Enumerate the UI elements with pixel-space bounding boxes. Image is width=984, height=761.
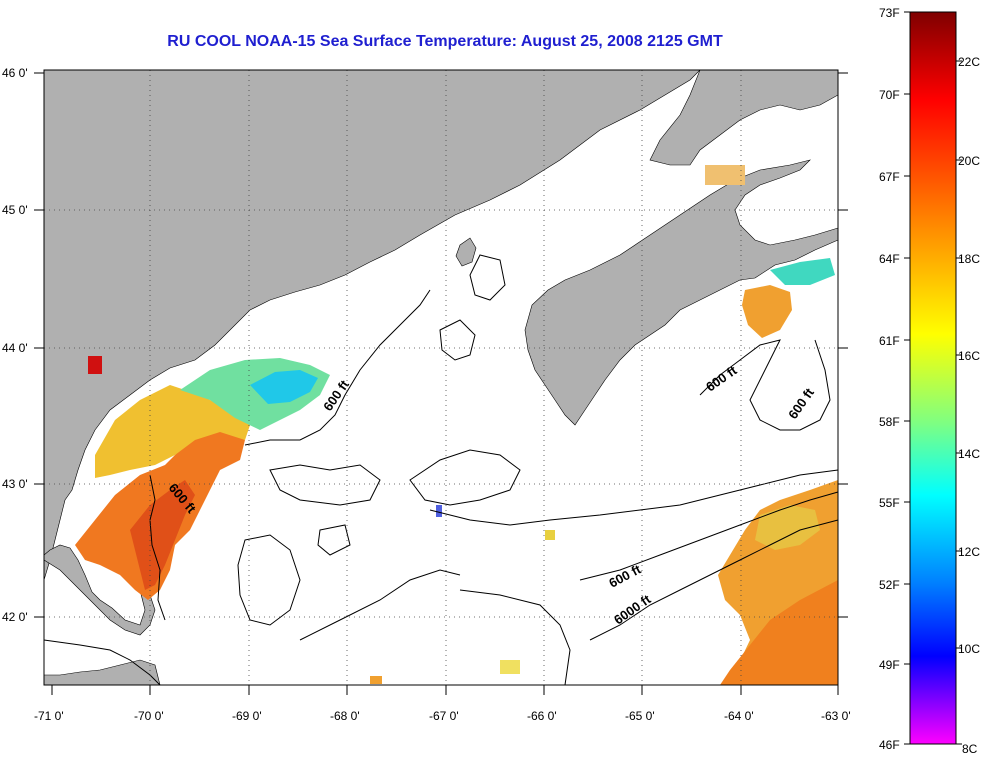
lon-label-70: -70 0' [134,709,164,723]
land-grand-manan [455,237,477,267]
lon-label-66: -66 0' [527,709,557,723]
lon-label-65: -65 0' [625,709,655,723]
axis-ticks [34,72,848,695]
lat-label-46: 46 0' [2,66,28,80]
lat-label-42: 42 0' [2,610,28,624]
cbar-f-58: 58F [879,415,900,429]
lon-label-68: -68 0' [330,709,360,723]
map-frame [43,69,839,686]
cbar-c-16: 16C [958,349,980,363]
lon-label-69: -69 0' [232,709,262,723]
land-maine-coast [43,69,701,581]
cbar-f-67: 67F [879,170,900,184]
cbar-c-14: 14C [958,447,980,461]
cbar-f-70: 70F [879,88,900,102]
lat-label-44: 44 0' [2,341,28,355]
sst-patches [75,165,838,685]
land-new-brunswick [649,69,839,166]
cbar-f-64: 64F [879,252,900,266]
lat-label-45: 45 0' [2,203,28,217]
cbar-f-52: 52F [879,578,900,592]
cbar-c-22: 22C [958,55,980,69]
lon-label-67: -67 0' [429,709,459,723]
land-cape-cod [43,544,161,686]
lat-label-43: 43 0' [2,477,28,491]
land-nova-scotia [524,159,839,426]
cbar-f-46: 46F [879,738,900,752]
lon-label-63: -63 0' [821,709,851,723]
cbar-f-73: 73F [879,6,900,20]
lon-label-71: -71 0' [34,709,64,723]
bathymetry-contours [43,254,839,686]
cbar-f-61: 61F [879,334,900,348]
map-title: RU COOL NOAA-15 Sea Surface Temperature:… [167,33,723,50]
cbar-c-8: 8C [962,742,978,756]
cbar-f-49: 49F [879,658,900,672]
colorbar-gradient [909,11,957,745]
cbar-c-12: 12C [958,545,980,559]
cbar-f-55: 55F [879,496,900,510]
lon-label-64: -64 0' [724,709,754,723]
cbar-c-18: 18C [958,252,980,266]
cbar-c-20: 20C [958,154,980,168]
cbar-c-10: 10C [958,642,980,656]
